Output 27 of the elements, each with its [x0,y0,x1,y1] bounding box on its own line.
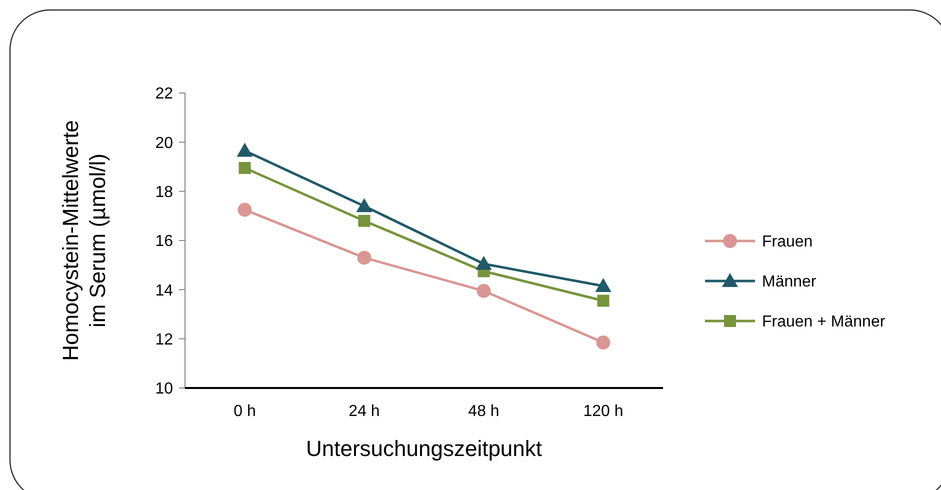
y-tick-label: 10 [155,380,174,398]
legend-label: Frauen [762,234,813,251]
point [596,336,610,350]
y-tick-label: 18 [155,184,174,201]
y-tick-label: 20 [155,134,174,152]
y-tick-label: 12 [155,331,174,348]
legend-label: Frauen + Männer [762,314,886,331]
point [356,198,372,212]
y-tick-label: 14 [155,282,174,300]
point [238,162,251,174]
x-axis-title: Untersuchungszeitpunkt [306,436,542,461]
point [597,294,610,307]
point [476,284,491,298]
legend-label: Männer [762,274,817,291]
y-axis-title: Homocystein-Mittelwerte im Serum (µmol/l) [58,120,110,361]
point [476,256,492,270]
y-tick-label: 22 [155,86,174,103]
point [358,214,370,227]
x-tick-label: 48 h [468,403,500,420]
y-tick-label: 16 [155,233,174,250]
point [236,142,253,157]
point [238,202,252,217]
x-tick-label: 120 h [583,403,624,420]
x-tick-label: 0 h [234,403,256,420]
point [595,278,612,292]
x-tick-label: 24 h [348,403,380,420]
point [357,250,372,265]
